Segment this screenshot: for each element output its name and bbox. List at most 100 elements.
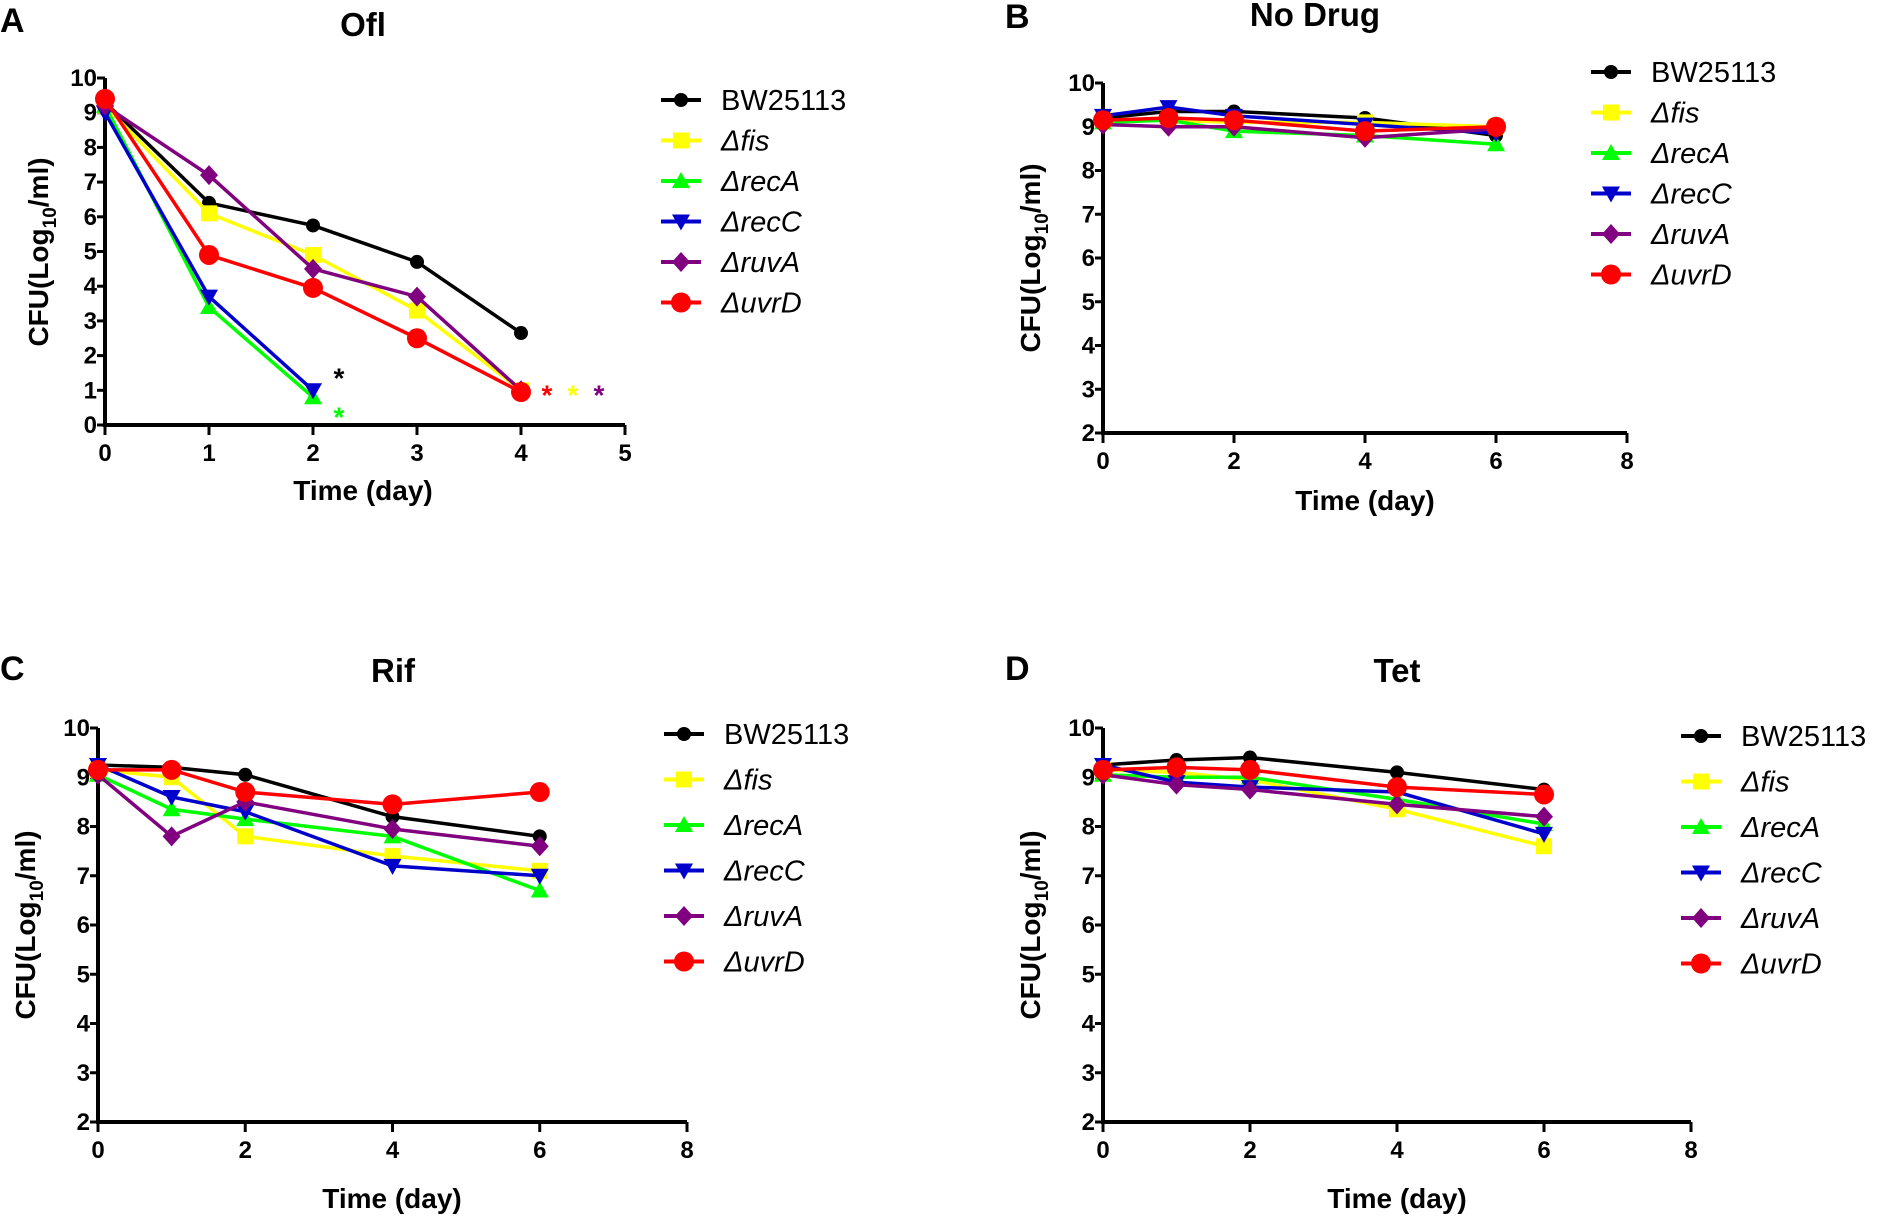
y-tick-label: 7: [1082, 201, 1095, 228]
legend-label: ΔuvrD: [723, 947, 805, 979]
chart-title: Tet: [1373, 652, 1420, 689]
y-tick-label: 4: [77, 1011, 91, 1038]
data-point-uvrD: [1166, 757, 1187, 778]
y-tick-label: 6: [77, 912, 90, 939]
x-tick-label: 8: [680, 1137, 693, 1164]
series-uvrD: [1093, 757, 1554, 805]
legend-item-ruvA: ΔruvA: [1591, 219, 1730, 251]
x-tick-label: 4: [1358, 448, 1372, 475]
legend-label: ΔruvA: [723, 901, 803, 933]
series-recA: [89, 765, 549, 898]
x-tick-label: 6: [1489, 448, 1502, 475]
chart-title: Ofl: [340, 6, 386, 43]
legend-marker: [1691, 953, 1711, 974]
legend-marker: [1602, 144, 1620, 160]
legend-item-recA: ΔrecA: [1681, 812, 1820, 844]
legend-label: ΔrecA: [1650, 138, 1730, 170]
data-point-uvrD: [1486, 116, 1506, 137]
x-tick-label: 0: [1096, 1137, 1109, 1164]
y-axis-label: CFU(Log10/ml): [1015, 830, 1053, 1019]
y-axis-label-subscript: 10: [1032, 213, 1053, 234]
y-tick-label: 1: [84, 377, 97, 404]
data-point-fis: [409, 302, 425, 319]
x-axis-label: Time (day): [293, 475, 433, 506]
data-point-uvrD: [1224, 110, 1244, 131]
legend-item-BW25113: BW25113: [661, 85, 846, 117]
data-point-uvrD: [1355, 121, 1375, 142]
y-axis-label: CFU(Log10/ml): [1015, 163, 1053, 352]
legend-label: Δfis: [723, 765, 772, 797]
y-axis-label-part: CFU(Log: [23, 228, 54, 346]
x-tick-label: 0: [98, 440, 111, 467]
legend-marker: [1692, 865, 1710, 882]
data-point-ruvA: [530, 836, 549, 857]
legend-label: BW25113: [721, 85, 846, 117]
data-point-BW25113: [306, 218, 320, 233]
x-tick-label: 0: [91, 1137, 104, 1164]
legend-item-recA: ΔrecA: [664, 810, 803, 842]
series-uvrD: [95, 88, 531, 403]
y-tick-label: 0: [84, 412, 97, 439]
legend-label: ΔrecC: [720, 207, 803, 239]
data-point-BW25113: [238, 767, 253, 782]
x-tick-label: 2: [1227, 448, 1240, 475]
y-tick-label: 10: [1068, 70, 1095, 97]
legend-marker: [672, 252, 690, 272]
y-tick-label: 10: [1068, 715, 1095, 742]
data-point-uvrD: [1534, 784, 1554, 805]
x-tick-label: 2: [239, 1137, 252, 1164]
series-line-uvrD: [103, 97, 522, 394]
data-point-ruvA: [1167, 774, 1186, 795]
legend-item-uvrD: ΔuvrD: [664, 947, 805, 979]
y-tick-label: 6: [84, 204, 97, 231]
y-tick-label: 2: [1082, 1109, 1095, 1136]
data-point-fis: [201, 205, 217, 222]
data-point-ruvA: [408, 286, 426, 307]
data-point-BW25113: [410, 254, 424, 269]
legend-marker: [674, 951, 694, 972]
panel-letter: D: [1005, 650, 1030, 688]
legend-label: ΔuvrD: [1740, 949, 1822, 981]
legend-item-recC: ΔrecC: [1681, 858, 1823, 890]
y-tick-label: 10: [70, 65, 97, 92]
y-tick-label: 3: [84, 308, 97, 335]
data-point-recC: [236, 804, 255, 821]
y-axis-label: CFU(Log10/ml): [23, 157, 61, 346]
data-point-ruvA: [1241, 779, 1259, 800]
data-point-uvrD: [1158, 108, 1179, 128]
y-axis-label-subscript: 10: [27, 880, 48, 901]
legend-marker: [1603, 104, 1619, 121]
legend-label: Δfis: [1740, 767, 1789, 799]
legend-item-fis: Δfis: [1591, 98, 1699, 130]
data-point-uvrD: [1387, 777, 1407, 798]
legend-marker: [1692, 908, 1710, 928]
x-tick-label: 2: [306, 440, 319, 467]
data-point-uvrD: [1240, 759, 1260, 780]
x-tick-label: 8: [1620, 448, 1633, 475]
data-point-uvrD: [529, 782, 550, 803]
legend-marker: [1601, 264, 1621, 285]
x-axis-label: Time (day): [1327, 1183, 1467, 1214]
y-axis-label-part: /ml): [1015, 830, 1046, 880]
legend-marker: [672, 172, 690, 188]
legend-marker: [677, 727, 691, 741]
legend-item-recA: ΔrecA: [661, 166, 800, 198]
legend-label: Δfis: [1650, 98, 1699, 130]
legend-label: ΔrecC: [1650, 179, 1733, 211]
legend-item-recC: ΔrecC: [664, 856, 806, 888]
data-point-uvrD: [382, 794, 403, 815]
significance-asterisk: *: [542, 379, 553, 410]
legend-item-uvrD: ΔuvrD: [1681, 949, 1822, 981]
legend-item-fis: Δfis: [1681, 767, 1789, 799]
panel-letter: C: [0, 650, 25, 688]
data-point-fis: [237, 828, 254, 845]
legend-marker: [675, 816, 693, 832]
y-tick-label: 8: [1082, 814, 1095, 841]
legend-marker: [1602, 186, 1620, 203]
legend-label: BW25113: [1741, 721, 1866, 753]
data-point-recC: [530, 868, 549, 885]
data-point-BW25113: [514, 326, 528, 341]
